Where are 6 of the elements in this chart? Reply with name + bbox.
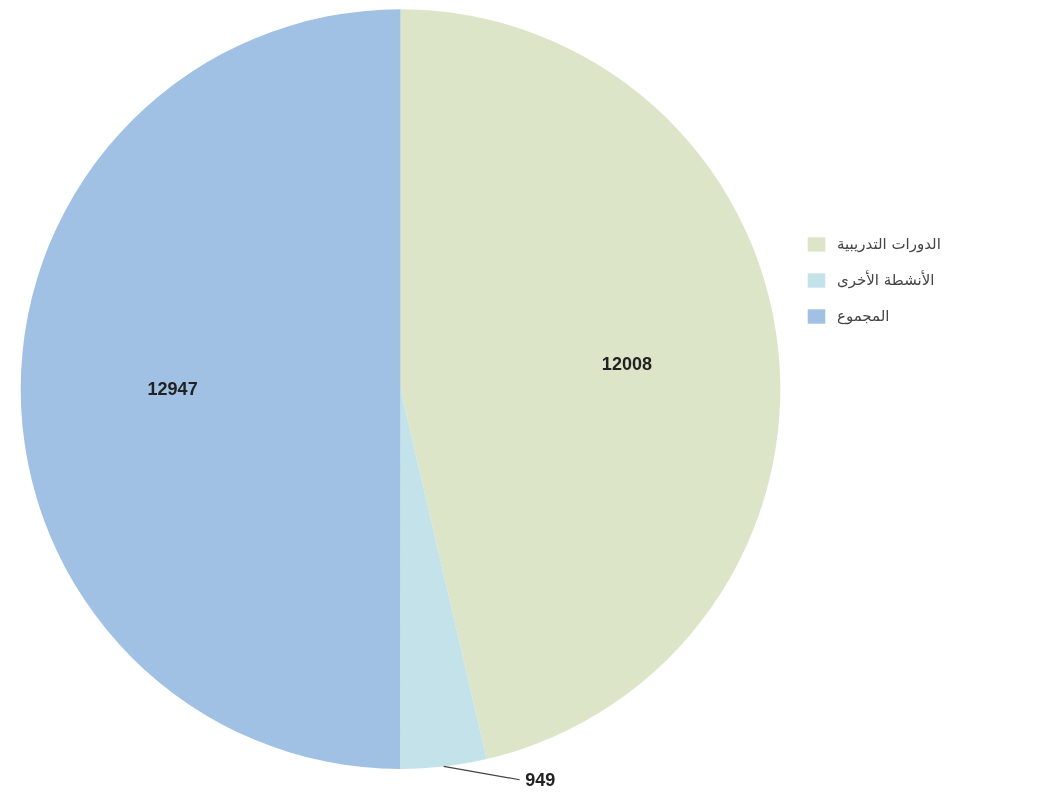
legend-label: الدورات التدريبية [837, 235, 941, 253]
legend-label: الأنشطة الأخرى [837, 271, 935, 289]
data-label: 12947 [147, 379, 198, 400]
data-label: 12008 [601, 353, 652, 374]
data-label: 949 [525, 770, 556, 791]
legend-label: المجموع [837, 307, 890, 325]
